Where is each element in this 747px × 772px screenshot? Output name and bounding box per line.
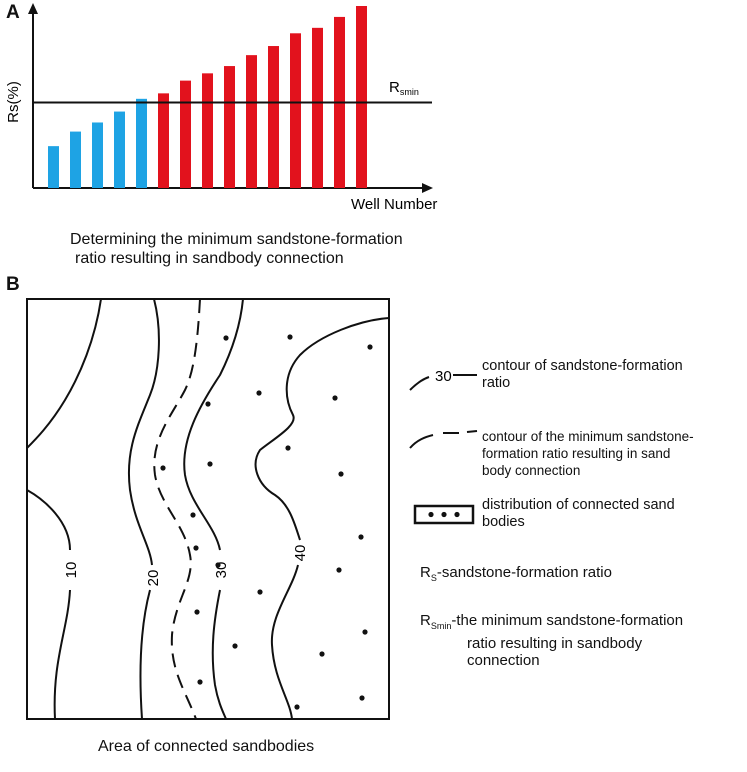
well-bar [180,80,191,188]
contour-30-upper [183,298,244,551]
contour-20-lower [139,589,151,720]
well-dot [223,335,229,341]
well-bar [224,66,235,188]
legend-dot [454,511,460,518]
y-axis-label: Rs(%) [5,81,22,123]
well-bar [312,27,323,189]
map-frame [26,298,390,720]
well-dot [197,679,203,685]
panel-a-caption-line1: Determining the minimum sandstone-format… [70,231,403,248]
contour-label-20: 20 [145,570,162,587]
x-axis-arrow [422,183,433,193]
well-dot [193,545,199,551]
legend-contour-sample [409,376,430,391]
well-dot [257,589,263,595]
well-dot [256,390,262,396]
legend-dist-line1: distribution of connected sand [482,497,675,513]
well-dot [194,609,200,615]
contour-top-left [26,298,102,449]
rsmin-label: Rsmin [389,79,419,97]
y-axis-arrow [28,3,38,14]
well-bar [290,33,301,188]
contour-label-40: 40 [292,545,309,562]
legend-dot [428,511,434,518]
well-dot [336,567,342,573]
legend-min-line3: body connection [482,463,581,478]
legend-symbols: 30 [409,368,478,525]
legend-dashed-sample-a [409,434,434,449]
well-dot [285,445,291,451]
panel-a-label: A [6,2,20,23]
well-bar [268,46,279,188]
legend-min-text: contour of the minimum sandstone- format… [482,428,744,479]
well-dot [190,512,196,518]
legend-distribution-text: distribution of connected sand bodies [482,497,744,531]
legend-rsmin-definition: RSmin-the minimum sandstone-formation ra… [420,612,684,669]
well-bar [356,6,367,188]
contour-30-lower [211,589,227,720]
well-dot [294,704,300,710]
well-dot [338,471,344,477]
well-bar [70,131,81,188]
bars-group [48,6,367,189]
contour-40-upper [254,317,390,541]
well-dot [319,651,325,657]
well-bar [202,73,213,188]
well-bar [114,111,125,188]
well-bar [158,93,169,188]
well-dot [160,465,166,471]
panel-a-caption-line2: ratio resulting in sandbody connection [75,250,344,267]
panel-b-caption: Area of connected sandbodies [98,738,315,755]
well-bar [136,98,147,188]
well-dot [362,629,368,635]
panel-b-label: B [6,274,20,295]
contour-edge-left [26,489,71,551]
legend-contour-sample-label: 30 [435,368,452,385]
well-dot [358,534,364,540]
well-dot [287,334,293,340]
contour-min-sandstone [153,298,201,720]
well-bar [48,146,59,188]
contour-10-lower [53,589,71,720]
legend-contour-line2: ratio [482,375,511,391]
contour-20-upper [127,298,160,566]
legend-contour-line1: contour of sandstone-formation [482,358,683,374]
well-dot [332,395,338,401]
well-bar [246,55,257,188]
legend-min-line1: contour of the minimum sandstone- [482,429,694,444]
well-dot [205,401,211,407]
legend-dashed-sample-c [466,430,478,433]
well-dot [367,344,373,350]
well-dot [207,461,213,467]
panel-b-map: 10 20 30 40 [26,298,390,720]
well-dot [359,695,365,701]
x-axis-label: Well Number [351,196,437,213]
legend-rs-definition: RS-sandstone-formation ratio [420,564,612,583]
connected-sandbody-dots [160,334,373,710]
panel-a-chart: Rs(%) Well Number Rsmin [5,3,437,213]
legend-dist-line2: bodies [482,514,525,530]
legend-min-line2: formation ratio resulting in sand [482,446,671,461]
contour-40-lower [270,564,299,720]
well-bar [92,122,103,188]
well-dot [232,643,238,649]
legend-dot [441,511,447,518]
well-dot [215,562,221,568]
legend-contour-text: contour of sandstone-formation ratio [482,358,744,392]
legend-distribution-box [413,504,475,525]
contour-label-10: 10 [63,562,80,579]
